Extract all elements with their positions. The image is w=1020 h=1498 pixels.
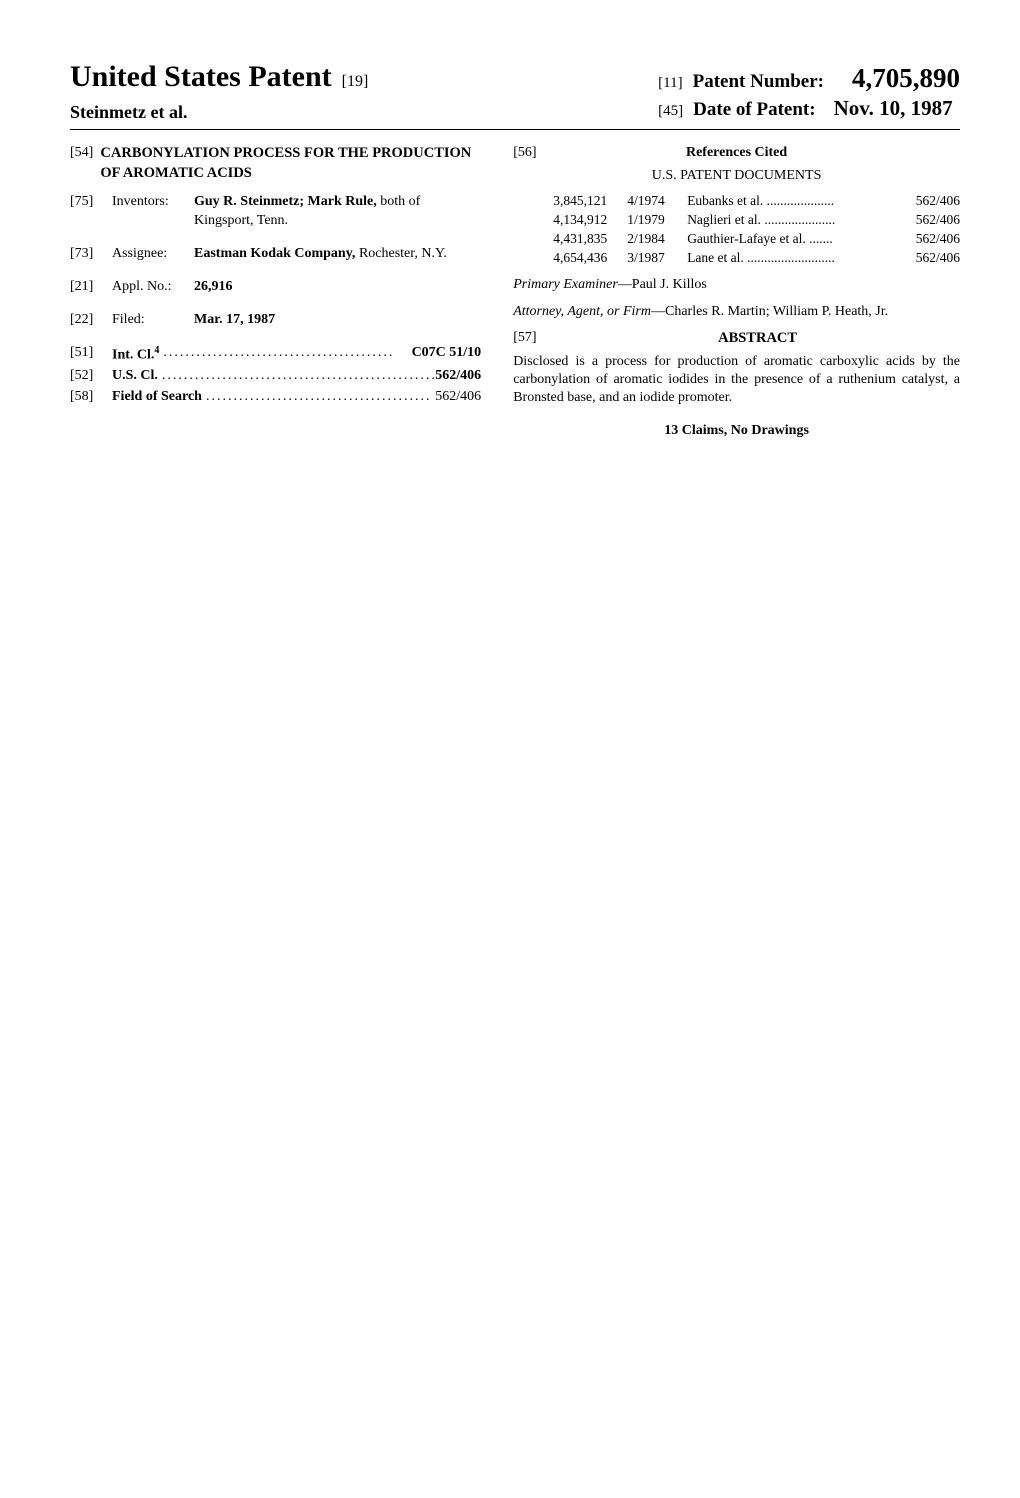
examiner-value: —Paul J. Killos <box>618 277 707 292</box>
ref-auth: Naglieri et al. ..................... <box>687 211 896 229</box>
inventors-value: Guy R. Steinmetz; Mark Rule, both of Kin… <box>194 193 481 231</box>
refs-list: 3,845,121 4/1974 Eubanks et al. ........… <box>513 192 960 268</box>
attorney-label: Attorney, Agent, or Firm <box>513 304 651 319</box>
ref-row: 4,134,912 1/1979 Naglieri et al. .......… <box>513 211 960 229</box>
ref-cls: 562/406 <box>896 230 960 248</box>
field-row: [58] Field of Search ...................… <box>70 388 481 407</box>
date-bracket: [45] <box>658 103 683 120</box>
assignee-bracket: [73] <box>70 245 112 264</box>
ref-row: 4,654,436 3/1987 Lane et al. ...........… <box>513 249 960 267</box>
ref-date: 3/1987 <box>627 249 687 267</box>
ref-num: 4,431,835 <box>553 230 627 248</box>
refs-bracket: [56] <box>513 144 536 163</box>
header-right: [11] Patent Number: 4,705,890 [45] Date … <box>658 63 960 123</box>
intcl-label-text: Int. Cl. <box>112 347 154 362</box>
field-value: 562/406 <box>435 388 481 407</box>
appl-bracket: [21] <box>70 278 112 297</box>
uscl-value: 562/406 <box>435 367 481 386</box>
ref-num: 4,134,912 <box>553 211 627 229</box>
appl-value: 26,916 <box>194 278 481 297</box>
bracket-19: [19] <box>342 73 369 90</box>
ref-num: 3,845,121 <box>553 192 627 210</box>
date-value: Nov. 10, 1987 <box>834 96 953 121</box>
content: [54] CARBONYLATION PROCESS FOR THE PRODU… <box>70 144 960 440</box>
inventors-names: Guy R. Steinmetz; Mark Rule, <box>194 194 377 209</box>
ref-row: 3,845,121 4/1974 Eubanks et al. ........… <box>513 192 960 210</box>
inventors-row: [75] Inventors: Guy R. Steinmetz; Mark R… <box>70 193 481 231</box>
abstract-header: [57] ABSTRACT <box>513 329 960 349</box>
inventors-bracket: [75] <box>70 193 112 231</box>
authors: Steinmetz et al. <box>70 102 368 123</box>
assignee-name: Eastman Kodak Company, <box>194 246 355 261</box>
filed-bracket: [22] <box>70 311 112 330</box>
ref-cls: 562/406 <box>896 192 960 210</box>
examiner-label: Primary Examiner <box>513 277 618 292</box>
ref-date: 2/1984 <box>627 230 687 248</box>
intcl-value: C07C 51/10 <box>412 344 482 366</box>
claims-line: 13 Claims, No Drawings <box>513 422 960 441</box>
ref-auth: Lane et al. .......................... <box>687 249 896 267</box>
date-row: [45] Date of Patent: Nov. 10, 1987 <box>658 96 952 121</box>
abstract-body: Disclosed is a process for production of… <box>513 353 960 408</box>
intcl-dots: ........................................… <box>159 344 411 366</box>
uscl-label: U.S. Cl. <box>112 367 158 386</box>
us-docs-title: U.S. PATENT DOCUMENTS <box>513 167 960 186</box>
abstract-bracket: [57] <box>513 329 555 349</box>
ref-date: 1/1979 <box>627 211 687 229</box>
main-title: United States Patent <box>70 60 332 93</box>
appl-row: [21] Appl. No.: 26,916 <box>70 278 481 297</box>
uscl-dots: ........................................… <box>158 367 435 386</box>
filed-value: Mar. 17, 1987 <box>194 311 481 330</box>
ref-num: 4,654,436 <box>553 249 627 267</box>
ref-date: 4/1974 <box>627 192 687 210</box>
main-title-line: United States Patent [19] <box>70 60 368 94</box>
attorney-line: Attorney, Agent, or Firm—Charles R. Mart… <box>513 303 960 322</box>
ref-row: 4,431,835 2/1984 Gauthier-Lafaye et al. … <box>513 230 960 248</box>
uscl-row: [52] U.S. Cl. ..........................… <box>70 367 481 386</box>
patent-number-value: 4,705,890 <box>852 63 960 94</box>
assignee-label: Assignee: <box>112 245 194 264</box>
intcl-label: Int. Cl.4 <box>112 344 159 366</box>
title-bracket: [54] <box>70 144 100 183</box>
assignee-rest: Rochester, N.Y. <box>355 246 446 261</box>
ref-auth: Eubanks et al. .................... <box>687 192 896 210</box>
intcl-row: [51] Int. Cl.4 .........................… <box>70 344 481 366</box>
header-left: United States Patent [19] Steinmetz et a… <box>70 60 368 123</box>
right-column: [56] References Cited U.S. PATENT DOCUME… <box>497 144 960 440</box>
filed-row: [22] Filed: Mar. 17, 1987 <box>70 311 481 330</box>
patent-number-bracket: [11] <box>658 75 682 92</box>
field-dots: ........................................… <box>202 388 435 407</box>
left-column: [54] CARBONYLATION PROCESS FOR THE PRODU… <box>70 144 497 440</box>
field-label: Field of Search <box>112 388 202 407</box>
patent-number-label: Patent Number: <box>693 71 824 93</box>
inventors-label: Inventors: <box>112 193 194 231</box>
examiner-line: Primary Examiner—Paul J. Killos <box>513 276 960 295</box>
ref-auth: Gauthier-Lafaye et al. ....... <box>687 230 896 248</box>
attorney-value: —Charles R. Martin; William P. Heath, Jr… <box>651 304 888 319</box>
refs-header-wrapper: [56] References Cited <box>513 144 960 163</box>
date-label: Date of Patent: <box>693 99 815 121</box>
assignee-row: [73] Assignee: Eastman Kodak Company, Ro… <box>70 245 481 264</box>
invention-title: CARBONYLATION PROCESS FOR THE PRODUCTION… <box>100 144 481 183</box>
patent-number-row: [11] Patent Number: 4,705,890 <box>658 63 960 94</box>
abstract-title: ABSTRACT <box>555 329 960 349</box>
filed-label: Filed: <box>112 311 194 330</box>
assignee-value: Eastman Kodak Company, Rochester, N.Y. <box>194 245 481 264</box>
field-bracket: [58] <box>70 388 112 407</box>
ref-cls: 562/406 <box>896 211 960 229</box>
appl-label: Appl. No.: <box>112 278 194 297</box>
intcl-bracket: [51] <box>70 344 112 366</box>
refs-title: References Cited <box>513 144 960 163</box>
patent-header: United States Patent [19] Steinmetz et a… <box>70 60 960 130</box>
uscl-bracket: [52] <box>70 367 112 386</box>
ref-cls: 562/406 <box>896 249 960 267</box>
invention-title-row: [54] CARBONYLATION PROCESS FOR THE PRODU… <box>70 144 481 183</box>
